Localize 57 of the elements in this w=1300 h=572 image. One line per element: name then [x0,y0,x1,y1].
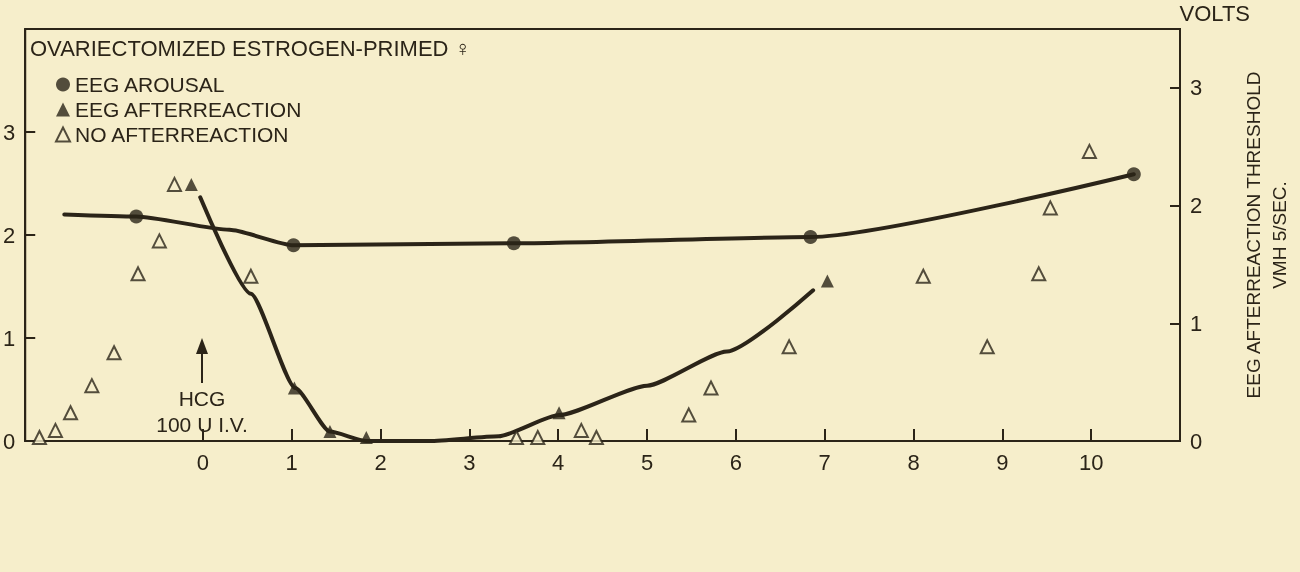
y-tick-label: 3 [2,119,16,145]
y-tick-label: 1 [2,325,16,351]
point [243,268,259,284]
point [47,422,63,438]
point [31,429,47,445]
x-tick-label: 2 [374,449,387,475]
x-tick-label: 8 [907,449,920,475]
point [681,407,697,423]
x-tick-label: 9 [996,449,1009,475]
point [703,380,719,396]
legend-title: OVARIECTOMIZED ESTROGEN-PRIMED ♀ [30,35,472,61]
y2-tick-label: 1 [1190,310,1203,336]
x-tick-label: 7 [818,449,831,475]
point [151,233,167,249]
point [286,238,301,253]
x-tick-label: 0 [196,449,210,475]
legend-label: NO AFTERREACTION [75,123,289,146]
point [166,176,182,192]
point [552,406,566,420]
point [508,429,524,445]
point [184,177,198,191]
point [1126,167,1141,182]
x-tick-label: 1 [285,449,298,475]
y2-tick-label: 3 [1190,75,1203,101]
y-tick-label: 0 [2,428,16,454]
point [106,345,122,361]
point [573,422,589,438]
point [530,429,546,445]
point [129,209,144,224]
point [1081,143,1097,159]
point [63,405,79,421]
text: VOLTS [1179,0,1251,26]
x-tick-label: 6 [729,449,742,475]
point [323,425,337,439]
point [820,274,834,288]
point [130,266,146,282]
y-tick-label: 2 [2,222,16,248]
y2-tick-label: 2 [1190,193,1203,219]
point [915,268,931,284]
y2-axis-title: EEG AFTERREACTION THRESHOLD VMH 5/SEC. [1242,71,1290,399]
legend-label: EEG AFTERREACTION [75,98,302,121]
x-tick-label: 10 [1078,449,1104,475]
x-tick-label: 4 [552,449,565,475]
point [979,339,995,355]
point [359,430,373,444]
x-tick-label: 3 [463,449,476,475]
point [803,230,818,245]
point [1031,266,1047,282]
point [287,381,301,395]
y2-tick-label: 0 [1190,428,1203,454]
point [781,339,797,355]
point [506,236,521,251]
point [588,429,604,445]
point [84,378,100,394]
x-tick-label: 5 [640,449,654,475]
legend-label: EEG AROUSAL [75,73,225,96]
point [1042,200,1058,216]
